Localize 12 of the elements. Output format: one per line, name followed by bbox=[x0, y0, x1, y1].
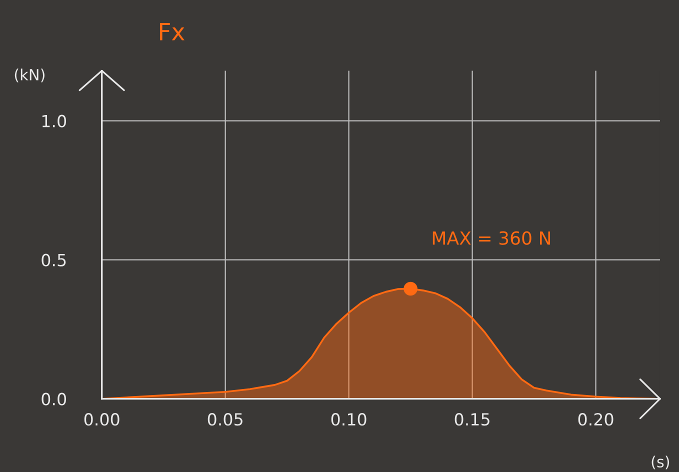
y-axis-title: (kN) bbox=[14, 68, 44, 82]
x-tick-label: 0.10 bbox=[331, 413, 366, 426]
x-tick-label: 0.20 bbox=[578, 413, 614, 426]
y-tick-label: 1.0 bbox=[42, 114, 66, 128]
x-tick-label: 0.00 bbox=[84, 413, 120, 426]
x-tick-label: 0.05 bbox=[208, 413, 242, 426]
x-axis-title: (s) bbox=[652, 456, 670, 470]
x-tick-label: 0.15 bbox=[454, 413, 490, 426]
chart-title: Fx bbox=[160, 23, 184, 40]
y-tick-label: 0.0 bbox=[42, 392, 66, 406]
y-tick-label: 0.5 bbox=[42, 254, 66, 266]
annotation: MAX = 360 N bbox=[432, 231, 550, 245]
